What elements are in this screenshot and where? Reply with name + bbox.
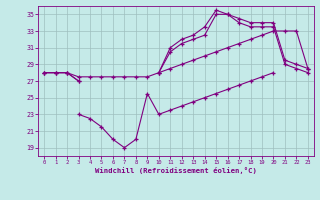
X-axis label: Windchill (Refroidissement éolien,°C): Windchill (Refroidissement éolien,°C) [95,167,257,174]
